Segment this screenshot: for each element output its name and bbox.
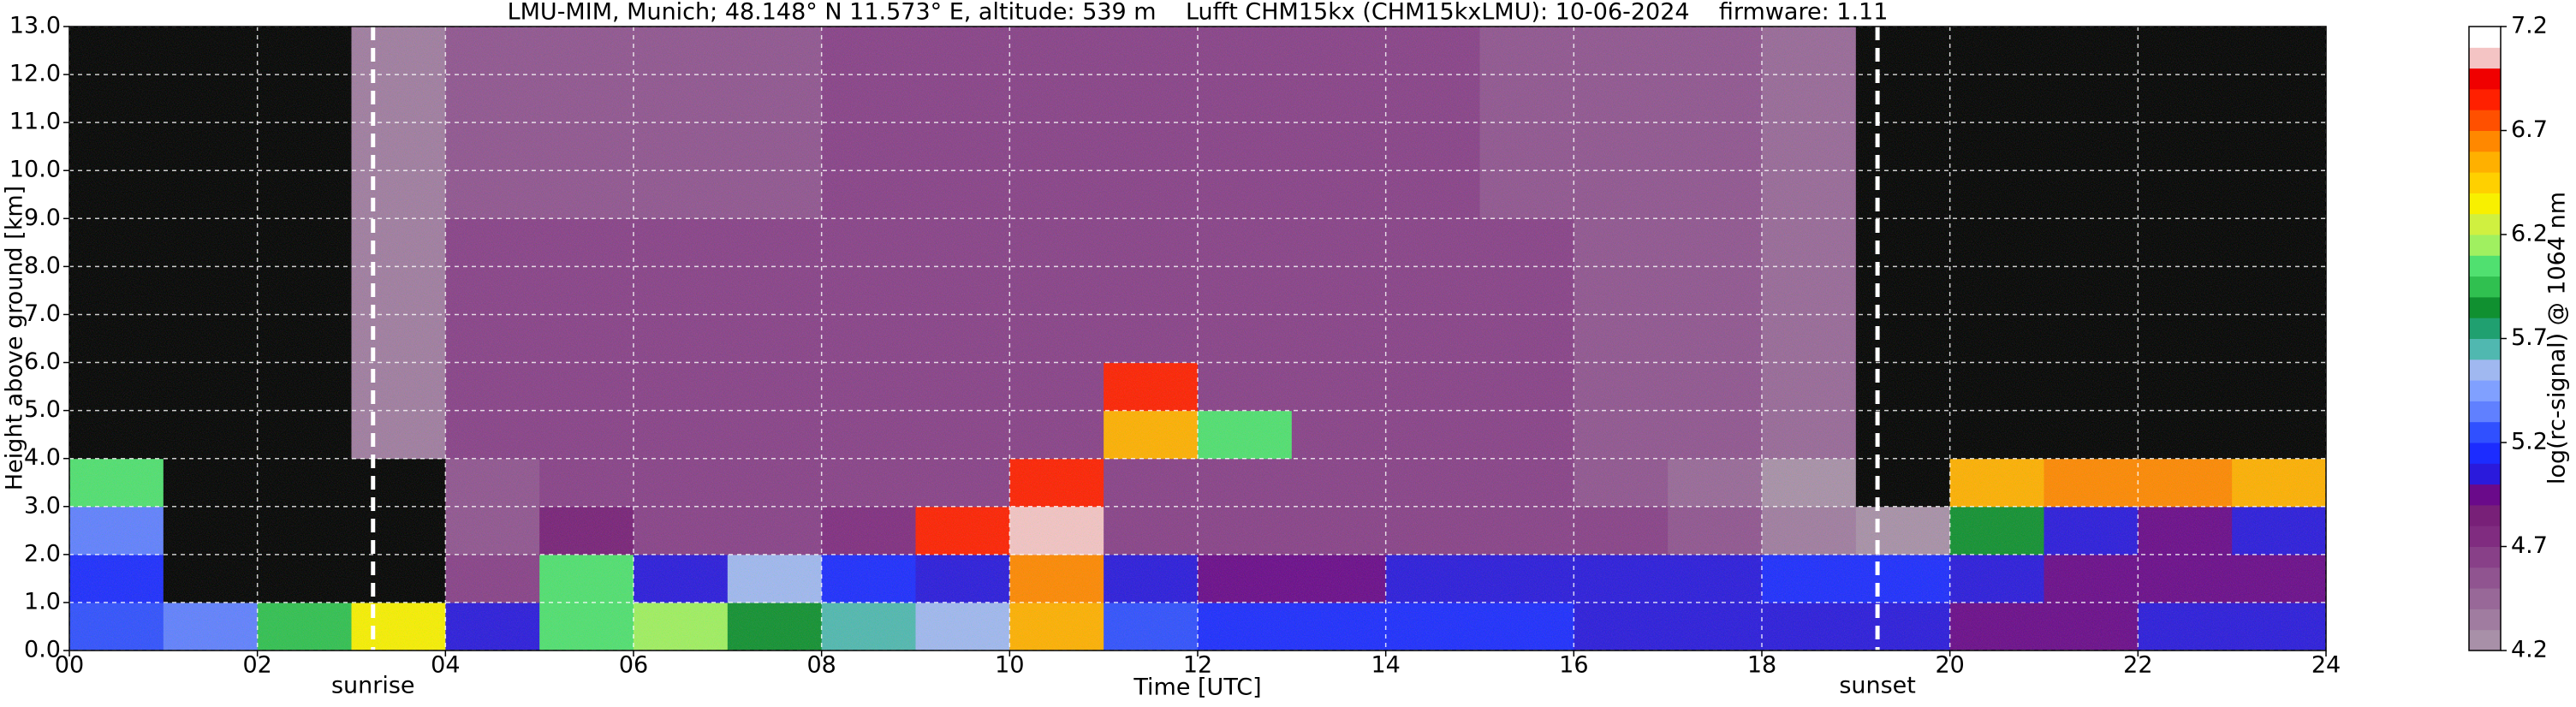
x-tick-label: 06 <box>619 652 648 679</box>
colorbar-swatch <box>2469 421 2501 443</box>
colorbar-tick-label: 7.2 <box>2511 13 2548 39</box>
colorbar-tick-label: 4.7 <box>2511 532 2548 559</box>
x-tick-label: 12 <box>1183 652 1212 679</box>
x-tick-label: 04 <box>431 652 460 679</box>
y-tick-label: 12.0 <box>9 61 61 87</box>
colorbar-swatch <box>2469 588 2501 609</box>
colorbar-swatch <box>2469 401 2501 423</box>
y-tick-label: 1.0 <box>24 588 61 615</box>
x-axis-label: Time [UTC] <box>1133 674 1261 701</box>
colorbar-swatch <box>2469 47 2501 69</box>
x-tick-label: 18 <box>1747 652 1776 679</box>
y-tick-label: 11.0 <box>9 109 61 135</box>
y-tick-label: 4.0 <box>24 444 61 471</box>
y-tick-label: 9.0 <box>24 205 61 231</box>
y-tick-label: 3.0 <box>24 492 61 519</box>
y-tick-label: 13.0 <box>9 13 61 39</box>
plot-frame <box>68 26 2327 651</box>
x-tick-label: 22 <box>2123 652 2152 679</box>
colorbar-swatch <box>2469 110 2501 131</box>
y-tick-label: 7.0 <box>24 300 61 327</box>
colorbar-swatch <box>2469 318 2501 339</box>
annotation-label: sunrise <box>331 673 415 699</box>
colorbar-swatch <box>2469 463 2501 485</box>
colorbar-tick-label: 4.2 <box>2511 637 2548 663</box>
colorbar-swatch <box>2469 255 2501 277</box>
colorbar-swatch <box>2469 193 2501 215</box>
colorbar-swatch <box>2469 68 2501 90</box>
colorbar-swatch <box>2469 609 2501 631</box>
x-tick-label: 08 <box>806 652 836 679</box>
y-tick-label: 8.0 <box>24 253 61 279</box>
colorbar-swatch <box>2469 546 2501 568</box>
x-tick-label: 24 <box>2311 652 2341 679</box>
colorbar-swatch <box>2469 213 2501 235</box>
colorbar-swatch <box>2469 443 2501 464</box>
colorbar-swatch <box>2469 526 2501 547</box>
y-tick-label: 5.0 <box>24 396 61 423</box>
x-tick-label: 16 <box>1559 652 1588 679</box>
chart-title: LMU-MIM, Munich; 48.148° N 11.573° E, al… <box>508 0 1889 26</box>
colorbar-swatch <box>2469 88 2501 110</box>
colorbar-swatch <box>2469 359 2501 381</box>
annotation-label: sunset <box>1839 673 1916 699</box>
colorbar-swatch <box>2469 484 2501 506</box>
colorbar-swatch <box>2469 27 2501 48</box>
colorbar-swatch <box>2469 151 2501 173</box>
x-tick-label: 10 <box>995 652 1024 679</box>
colorbar-tick-label: 5.7 <box>2511 324 2548 351</box>
colorbar-tick-label: 6.2 <box>2511 221 2548 247</box>
y-tick-label: 10.0 <box>9 157 61 183</box>
x-tick-label: 02 <box>242 652 271 679</box>
x-tick-label: 20 <box>1935 652 1964 679</box>
x-tick-label: 00 <box>55 652 84 679</box>
colorbar-label: log(rc-signal) @ 1064 nm <box>2544 192 2571 484</box>
colorbar-swatch <box>2469 276 2501 298</box>
colorbar-swatch <box>2469 296 2501 318</box>
y-tick-label: 2.0 <box>24 540 61 567</box>
colorbar-tick-label: 5.2 <box>2511 429 2548 455</box>
colorbar-swatch <box>2469 130 2501 152</box>
colorbar-swatch <box>2469 172 2501 193</box>
colorbar-swatch <box>2469 235 2501 256</box>
x-tick-label: 14 <box>1371 652 1400 679</box>
colorbar-swatch <box>2469 504 2501 526</box>
y-tick-label: 0.0 <box>24 637 61 663</box>
colorbar-swatch <box>2469 338 2501 360</box>
colorbar-swatch <box>2469 567 2501 589</box>
colorbar-tick-label: 6.7 <box>2511 116 2548 143</box>
colorbar-swatch <box>2469 629 2501 651</box>
colorbar-swatch <box>2469 380 2501 401</box>
y-tick-label: 6.0 <box>24 348 61 375</box>
y-axis-label: Height above ground [km] <box>2 186 28 490</box>
